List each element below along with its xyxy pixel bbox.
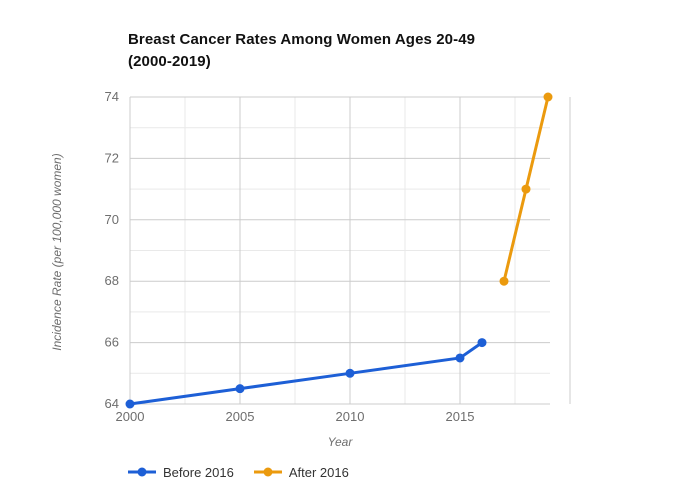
- data-point[interactable]: [543, 92, 553, 102]
- x-tick-label: 2015: [446, 409, 475, 424]
- x-tick-label: 2010: [336, 409, 365, 424]
- legend-item[interactable]: Before 2016: [128, 464, 234, 480]
- data-point[interactable]: [477, 338, 487, 348]
- chart-title-line2: (2000-2019): [128, 53, 211, 70]
- y-axis-title: Incidence Rate (per 100,000 women): [50, 153, 64, 351]
- data-point[interactable]: [499, 276, 509, 286]
- legend-item[interactable]: After 2016: [253, 464, 349, 480]
- y-tick-label: 66: [105, 335, 119, 350]
- chart-title-line1: Breast Cancer Rates Among Women Ages 20-…: [128, 31, 476, 48]
- data-point[interactable]: [455, 353, 465, 363]
- legend-marker-icon: [128, 467, 156, 477]
- data-point[interactable]: [125, 399, 135, 409]
- y-tick-label: 64: [105, 396, 119, 411]
- chart-title: Breast Cancer Rates Among Women Ages 20-…: [128, 29, 475, 73]
- x-tick-label: 2000: [116, 409, 145, 424]
- y-tick-label: 72: [105, 150, 119, 165]
- x-tick-label: 2005: [226, 409, 255, 424]
- legend: Before 2016 After 2016: [128, 464, 349, 480]
- x-axis-title: Year: [327, 435, 353, 449]
- legend-label: After 2016: [288, 464, 349, 480]
- legend-label: Before 2016: [163, 464, 234, 480]
- y-tick-label: 74: [105, 89, 119, 104]
- data-point[interactable]: [235, 384, 245, 394]
- legend-marker-icon: [253, 467, 282, 477]
- data-point[interactable]: [345, 368, 355, 378]
- y-tick-label: 70: [105, 212, 119, 227]
- data-point[interactable]: [521, 184, 531, 194]
- y-tick-label: 68: [105, 273, 119, 288]
